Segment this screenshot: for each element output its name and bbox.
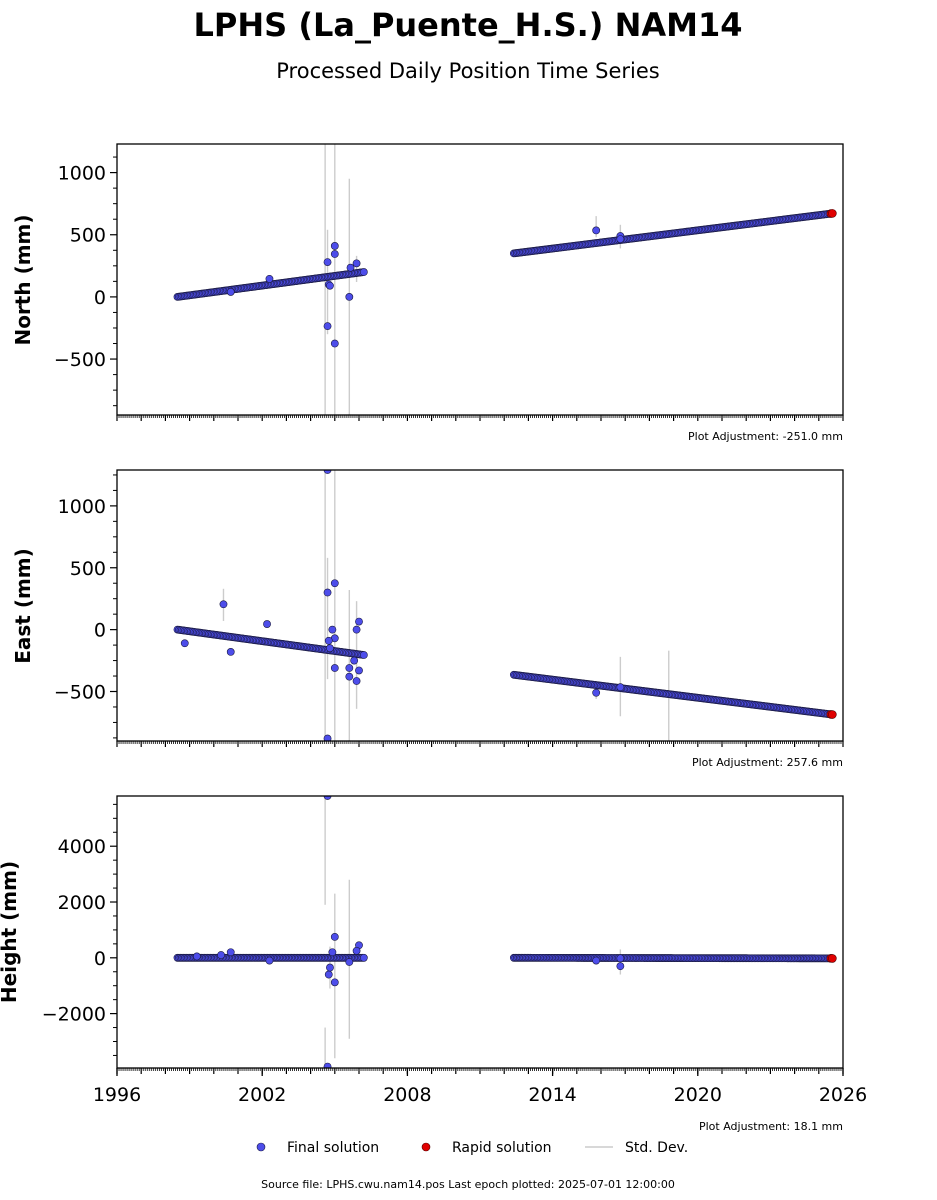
height-ytick-label: 4000	[58, 836, 106, 858]
east-ytick-label: 1000	[58, 496, 106, 518]
height-xtick-label: 2008	[383, 1084, 431, 1106]
east-final-point	[359, 651, 368, 659]
east-final-point	[352, 625, 361, 634]
east-plot-adjustment: Plot Adjustment: 257.6 mm	[692, 756, 843, 769]
east-final-point	[226, 648, 235, 656]
east-final-point	[180, 639, 189, 648]
height-rapid-point	[828, 954, 837, 963]
height-final-point	[592, 956, 601, 965]
north-final-point	[330, 250, 339, 258]
height-final-point	[330, 932, 339, 941]
east-final-point	[345, 664, 354, 672]
height-final-point	[192, 952, 201, 961]
legend-rapid-label: Rapid solution	[452, 1140, 552, 1156]
north-final-point	[323, 322, 332, 331]
height-plot-area	[173, 796, 837, 1068]
north-final-point	[326, 281, 334, 290]
north-final-point	[616, 235, 625, 243]
east-final-point	[219, 600, 228, 609]
east-rapid-point	[828, 710, 837, 719]
north-final-point	[592, 226, 601, 235]
east-final-point	[592, 688, 601, 697]
height-plot-adjustment: Plot Adjustment: 18.1 mm	[699, 1120, 843, 1133]
north-final-point	[323, 258, 332, 266]
height-final-point	[217, 951, 225, 959]
north-panel: North (mm) Plot Adjustment: -251.0 mm −5…	[11, 143, 844, 443]
height-final-point	[616, 954, 625, 963]
height-ytick-label: −2000	[42, 1004, 106, 1026]
north-rapid-point	[828, 209, 837, 218]
height-xtick-label: 2014	[528, 1084, 576, 1106]
north-ytick-label: 1000	[58, 163, 106, 185]
east-ylabel: East (mm)	[11, 548, 35, 664]
height-xtick-label: 2026	[819, 1084, 867, 1106]
east-final-point	[616, 683, 625, 692]
north-ytick-label: 0	[94, 287, 106, 309]
height-final-point	[323, 1062, 332, 1068]
east-final-point	[352, 677, 361, 685]
height-ylabel: Height (mm)	[0, 861, 21, 1003]
north-final-point	[265, 274, 274, 283]
height-final-point	[352, 946, 361, 955]
north-final-point	[352, 259, 361, 268]
legend-rapid-marker	[421, 1142, 431, 1152]
north-ylabel: North (mm)	[11, 214, 35, 345]
height-ytick-label: 0	[94, 948, 106, 970]
height-final-point	[324, 970, 333, 979]
north-final-point	[345, 292, 354, 301]
north-plot-adjustment: Plot Adjustment: -251.0 mm	[688, 430, 843, 443]
north-ytick-label: −500	[54, 349, 106, 371]
north-plot-area	[173, 144, 837, 415]
height-final-point	[226, 948, 235, 957]
height-ytick-label: 2000	[58, 892, 106, 914]
north-final-point	[226, 288, 235, 296]
legend-std-label: Std. Dev.	[625, 1140, 688, 1156]
north-final-point	[330, 339, 339, 348]
height-xtick-label: 2002	[238, 1084, 286, 1106]
height-final-point	[359, 953, 368, 962]
east-final-point	[350, 656, 359, 665]
east-ytick-label: −500	[54, 682, 106, 704]
east-ytick-label: 0	[94, 620, 106, 642]
east-panel: East (mm) Plot Adjustment: 257.6 mm −500…	[11, 469, 844, 769]
east-final-point	[323, 734, 332, 741]
north-final-point	[330, 242, 339, 250]
height-final-point	[326, 963, 334, 972]
legend-final-label: Final solution	[287, 1140, 379, 1156]
east-final-point	[330, 579, 339, 588]
east-plot-area	[173, 470, 837, 741]
north-final-point	[346, 263, 355, 272]
east-final-point	[330, 664, 339, 672]
figure-title: LPHS (La_Puente_H.S.) NAM14	[194, 6, 743, 44]
height-panel: Height (mm) Plot Adjustment: 18.1 mm −20…	[0, 795, 867, 1133]
height-xtick-label: 2020	[674, 1084, 722, 1106]
north-ytick-label: 500	[70, 225, 106, 247]
height-xtick-label: 1996	[93, 1084, 141, 1106]
east-final-point	[323, 588, 332, 597]
east-final-point	[345, 672, 354, 681]
height-final-point	[330, 978, 339, 987]
east-final-point	[323, 470, 332, 474]
east-final-point	[355, 617, 363, 626]
legend-final-marker	[256, 1142, 266, 1152]
north-final-point	[359, 268, 368, 276]
east-final-point	[326, 644, 334, 653]
height-final-point	[345, 958, 354, 966]
east-ytick-label: 500	[70, 558, 106, 580]
east-final-point	[355, 666, 363, 675]
figure-subtitle: Processed Daily Position Time Series	[276, 59, 660, 83]
height-final-point	[265, 956, 274, 965]
legend: Final solution Rapid solution Std. Dev.	[256, 1140, 688, 1156]
source-file-text: Source file: LPHS.cwu.nam14.pos Last epo…	[261, 1178, 675, 1191]
east-final-point	[263, 620, 271, 628]
height-final-point	[616, 962, 625, 971]
east-final-point	[324, 636, 333, 645]
east-final-point	[328, 625, 337, 634]
height-final-point	[328, 948, 337, 957]
